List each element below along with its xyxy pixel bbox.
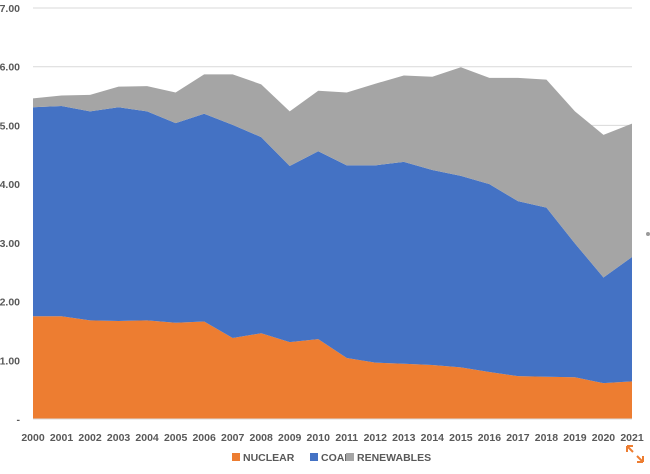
area-series (33, 67, 632, 419)
x-tick-label: 2001 (50, 432, 74, 444)
legend-swatch-nuclear (232, 453, 240, 461)
x-tick-label: 2006 (192, 432, 216, 444)
x-tick-label: 2017 (506, 432, 530, 444)
legend-label-nuclear: NUCLEAR (243, 452, 295, 464)
y-tick-label: 7.00 (0, 3, 20, 15)
x-tick-label: 2003 (107, 432, 131, 444)
area-renewables (33, 67, 632, 278)
y-tick-label: 6.00 (0, 62, 20, 74)
x-tick-label: 2002 (78, 432, 102, 444)
x-tick-label: 2000 (21, 432, 45, 444)
legend-swatch-coal (310, 453, 318, 461)
x-tick-label: 2013 (392, 432, 416, 444)
x-tick-label: 2007 (221, 432, 245, 444)
x-tick-label: 2020 (592, 432, 616, 444)
x-tick-label: 2004 (135, 432, 159, 444)
area-coal (33, 106, 632, 384)
x-tick-label: 2009 (278, 432, 302, 444)
y-tick-label: 3.00 (0, 238, 20, 250)
area-nuclear (33, 316, 632, 419)
y-tick-label: 5.00 (0, 120, 20, 132)
legend-label-renewables: RENEWABLES (357, 452, 431, 464)
x-tick-label: 2014 (421, 432, 445, 444)
x-tick-label: 2019 (563, 432, 587, 444)
axes: - 1.00 2.00 3.00 4.00 5.00 6.00 7.00 2000 2001 200… (0, 3, 644, 444)
y-tick-label: 1.00 (0, 355, 20, 367)
x-tick-label: 2005 (164, 432, 188, 444)
x-tick-label: 2010 (307, 432, 331, 444)
legend-swatch-renewables (346, 453, 354, 461)
x-tick-label: 2015 (449, 432, 473, 444)
legend: NUCLEAR COAL RENEWABLES (232, 452, 431, 464)
x-tick-label: 2012 (364, 432, 388, 444)
resize-handle-dot (646, 232, 650, 236)
x-tick-label: 2016 (478, 432, 502, 444)
x-tick-label: 2021 (620, 432, 644, 444)
y-tick-label: 4.00 (0, 179, 20, 191)
x-tick-label: 2018 (535, 432, 559, 444)
legend-label-coal: COAL (321, 452, 351, 464)
x-tick-label: 2008 (250, 432, 274, 444)
y-tick-label: 2.00 (0, 297, 20, 309)
expand-icon[interactable] (624, 443, 646, 465)
x-tick-label: 2011 (335, 432, 358, 444)
y-tick-label: - (17, 414, 21, 426)
